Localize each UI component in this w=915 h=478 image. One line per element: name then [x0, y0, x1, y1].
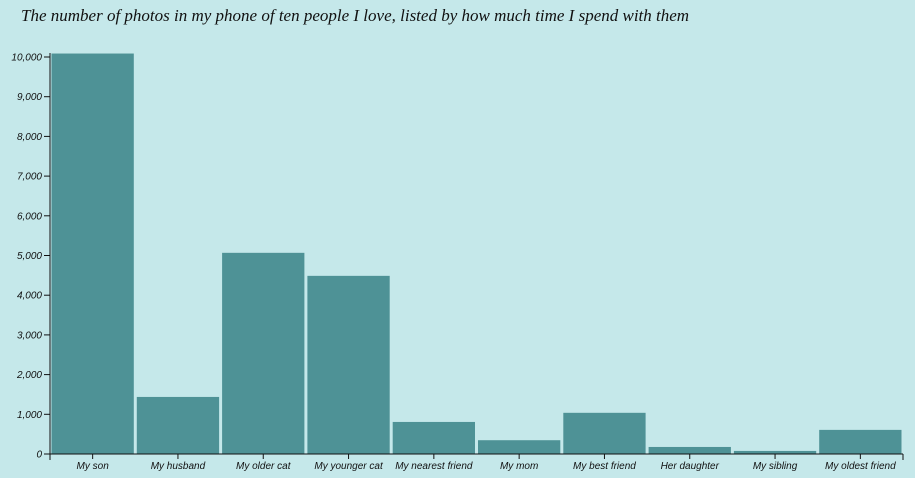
- y-tick-label: 2,000: [16, 370, 42, 381]
- y-tick-label: 9,000: [17, 92, 42, 103]
- x-tick-label: My older cat: [236, 461, 292, 472]
- x-tick-label: My younger cat: [314, 461, 384, 472]
- bar-my-nearest-friend: [391, 420, 477, 455]
- y-tick-label: 4,000: [17, 291, 42, 302]
- y-tick-label: 10,000: [11, 53, 42, 64]
- x-axis: My son My husband My older cat My younger c…: [49, 453, 904, 472]
- x-tick-label: My husband: [151, 461, 206, 472]
- x-tick-label: Her daughter: [661, 461, 720, 472]
- y-tick-label: 7,000: [17, 172, 42, 183]
- bar-my-oldest-friend: [818, 428, 903, 455]
- bar-my-best-friend: [562, 411, 647, 455]
- bars-group: [50, 52, 903, 455]
- x-tick-label: My sibling: [753, 461, 798, 472]
- bar-my-sibling: [732, 449, 818, 455]
- y-axis: 0 1,000 2,000 3,000 4,000 5,000 6,000 7,000 8,00…: [11, 53, 51, 461]
- x-tick-label: My mom: [500, 461, 538, 472]
- y-tick-label: 1,000: [17, 410, 42, 421]
- x-tick-label: My nearest friend: [395, 461, 473, 472]
- bar-my-younger-cat: [306, 274, 391, 455]
- bar-my-mom: [477, 439, 562, 455]
- bar-my-husband: [135, 395, 221, 455]
- y-tick-label: 8,000: [17, 132, 42, 143]
- x-tick-label: My oldest friend: [825, 461, 896, 472]
- y-tick-label: 0: [36, 450, 42, 461]
- bar-my-son: [50, 52, 135, 455]
- bar-my-older-cat: [221, 251, 306, 455]
- x-tick-label: My best friend: [573, 461, 636, 472]
- chart-title: The number of photos in my phone of ten …: [21, 6, 690, 25]
- y-tick-label: 3,000: [17, 330, 42, 341]
- y-tick-label: 6,000: [17, 211, 42, 222]
- y-tick-label: 5,000: [17, 251, 42, 262]
- x-tick-label: My son: [77, 461, 110, 472]
- bar-her-daughter: [647, 445, 732, 455]
